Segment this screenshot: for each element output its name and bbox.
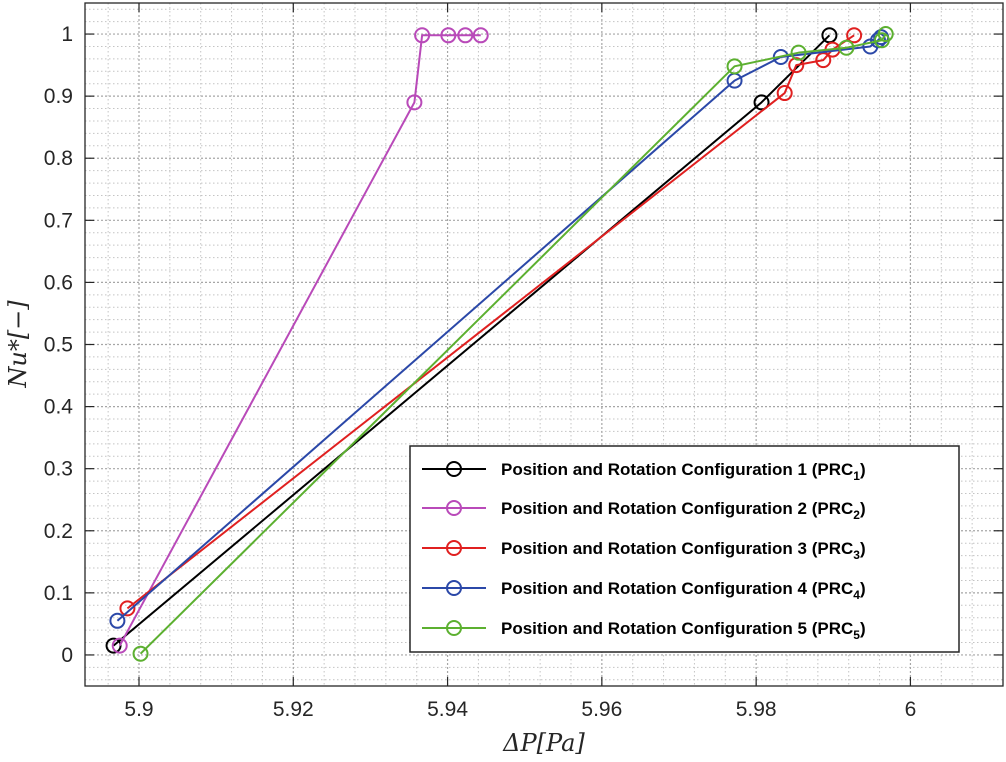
legend-item: Position and Rotation Configuration 4 (P…: [422, 579, 866, 602]
data-point: [753, 94, 770, 111]
x-tick-label: 5.98: [736, 698, 777, 721]
legend-item: Position and Rotation Configuration 5 (P…: [422, 619, 866, 642]
series-line: [126, 34, 855, 610]
y-tick-label: 0.2: [44, 520, 73, 543]
legend-label: Position and Rotation Configuration 1 (P…: [501, 460, 866, 483]
series-layer: [105, 26, 894, 662]
data-point: [815, 52, 832, 69]
series-line: [116, 36, 882, 622]
legend-item: Position and Rotation Configuration 1 (P…: [422, 460, 866, 483]
series-line: [118, 34, 481, 647]
y-tick-label: 0.1: [44, 582, 73, 605]
y-tick-label: 0.4: [44, 396, 74, 419]
legend-marker: [446, 540, 462, 556]
data-point: [838, 39, 855, 56]
y-tick-label: 1: [61, 23, 73, 46]
x-axis-title: ΔP[Pa]: [502, 729, 585, 757]
legend-item: Position and Rotation Configuration 3 (P…: [422, 539, 866, 562]
axis-ticks: 5.9 5.92 5.94 5.96 5.98 6 0 0.1 0.2 0.3 0.4 0.5 0.6 0…: [44, 3, 1003, 721]
data-point: [457, 27, 474, 44]
data-point: [472, 27, 489, 44]
y-tick-label: 0.8: [44, 147, 73, 170]
legend-marker: [446, 461, 462, 477]
x-tick-label: 6: [905, 698, 917, 721]
data-point: [109, 612, 126, 629]
y-tick-label: 0.3: [44, 458, 73, 481]
data-point: [846, 27, 863, 44]
data-point: [440, 27, 457, 44]
data-point: [790, 44, 807, 61]
legend-box: [409, 445, 960, 653]
series-2: [111, 27, 489, 654]
legend-marker: [446, 620, 462, 636]
legend-item: Position and Rotation Configuration 2 (P…: [422, 499, 866, 522]
legend-label: Position and Rotation Configuration 2 (P…: [501, 499, 866, 522]
legend-marker: [446, 500, 462, 516]
data-point: [776, 85, 793, 102]
data-point: [111, 637, 128, 654]
legend-label: Position and Rotation Configuration 4 (P…: [501, 579, 866, 602]
series-line: [112, 34, 831, 647]
series-1: [105, 27, 838, 654]
series-5: [132, 26, 894, 662]
x-tick-label: 5.92: [273, 698, 314, 721]
y-tick-label: 0.9: [44, 85, 73, 108]
legend-marker: [446, 580, 462, 596]
y-tick-label: 0.6: [44, 271, 73, 294]
y-axis-title: Nu*[−]: [4, 300, 32, 389]
data-point: [132, 645, 149, 662]
data-point: [877, 26, 894, 43]
data-point: [414, 27, 431, 44]
y-tick-label: 0.7: [44, 209, 73, 232]
data-point: [406, 94, 423, 111]
data-point: [726, 58, 743, 75]
data-point: [788, 57, 805, 74]
legend: Position and Rotation Configuration 1 (P…: [409, 445, 960, 653]
x-tick-label: 5.96: [581, 698, 622, 721]
x-tick-label: 5.94: [427, 698, 468, 721]
legend-label: Position and Rotation Configuration 3 (P…: [501, 539, 866, 562]
legend-label: Position and Rotation Configuration 5 (P…: [501, 619, 866, 642]
y-tick-label: 0: [61, 644, 73, 667]
data-point: [119, 600, 136, 617]
y-tick-label: 0.5: [44, 334, 73, 357]
x-tick-label: 5.9: [124, 698, 153, 721]
